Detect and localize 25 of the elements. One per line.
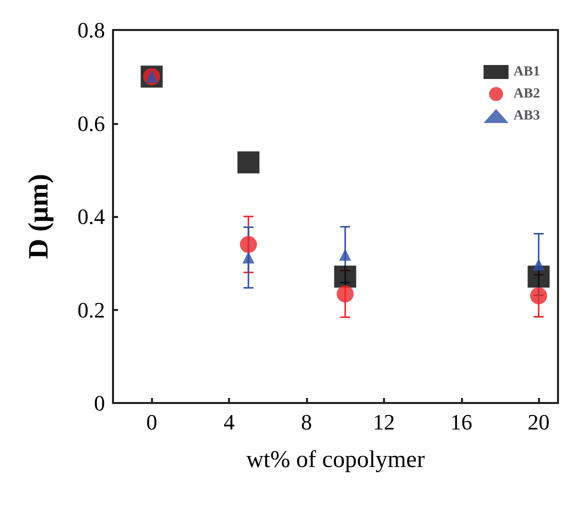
y-axis-title: D (μm) xyxy=(24,174,54,260)
x-tick-label: 12 xyxy=(372,410,395,434)
y-tick-label: 0.4 xyxy=(78,204,105,229)
x-tick-label: 20 xyxy=(528,410,550,434)
x-tick-label: 4 xyxy=(224,410,235,434)
legend-label: AB3 xyxy=(514,108,540,124)
x-tick-label: 16 xyxy=(450,410,472,434)
legend-label: AB2 xyxy=(514,86,540,102)
point xyxy=(242,252,254,264)
y-tick-label: 0 xyxy=(94,390,105,416)
y-tick-label: 0.6 xyxy=(78,110,105,136)
x-axis-title: wt% of copolymer xyxy=(246,447,425,473)
point xyxy=(237,151,260,174)
x-tick-label: 8 xyxy=(300,410,312,434)
point xyxy=(528,266,550,288)
point xyxy=(336,285,354,302)
point xyxy=(339,248,352,261)
legend-label: AB1 xyxy=(514,64,540,80)
point xyxy=(334,266,356,288)
point xyxy=(532,258,545,271)
x-tick-label: 0 xyxy=(146,410,158,434)
point xyxy=(240,236,257,253)
y-tick-label: 0.2 xyxy=(78,297,105,322)
point xyxy=(530,287,548,304)
y-tick-label: 0.8 xyxy=(78,18,105,42)
